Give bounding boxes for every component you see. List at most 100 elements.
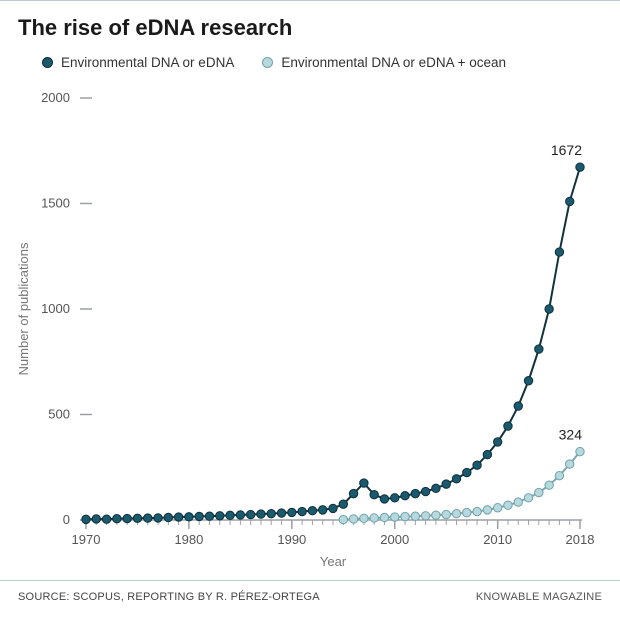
x-tick-label: 1990 [277,532,306,547]
legend-item-series2: Environmental DNA or eDNA + ocean [262,55,506,70]
legend-item-series1: Environmental DNA or eDNA [42,55,234,70]
figure-footer: SOURCE: SCOPUS, REPORTING BY R. PÉREZ-OR… [0,581,620,615]
data-point [566,197,574,205]
data-point [195,512,203,520]
data-point [267,509,275,517]
y-tick-label: 500 [48,407,70,422]
data-point [514,498,522,506]
data-point [483,450,491,458]
data-point [123,514,131,522]
x-tick-label: 2000 [380,532,409,547]
data-point [493,438,501,446]
data-point [113,515,121,523]
data-point [391,513,399,521]
data-point [380,495,388,503]
data-point [277,509,285,517]
data-point [246,510,254,518]
data-point [185,513,193,521]
data-point [421,487,429,495]
y-tick-label: 1500 [41,196,70,211]
figure-container: The rise of eDNA research Environmental … [0,0,620,615]
data-point [298,507,306,515]
x-tick-label: 1980 [174,532,203,547]
data-point [370,490,378,498]
data-point [308,507,316,515]
data-point [566,460,574,468]
data-point [442,510,450,518]
publisher-credit: KNOWABLE MAGAZINE [476,591,602,603]
data-point [144,514,152,522]
data-point [483,506,491,514]
data-point [504,422,512,430]
data-point [319,506,327,514]
data-point [545,305,553,313]
data-point [545,481,553,489]
data-point [288,508,296,516]
data-point [493,504,501,512]
x-tick-label: 2018 [566,532,595,547]
data-point [524,377,532,385]
data-point [535,345,543,353]
data-point [442,480,450,488]
data-point [452,509,460,517]
x-tick-label: 2010 [483,532,512,547]
y-tick-label: 2000 [41,90,70,105]
data-point [504,501,512,509]
data-point [463,468,471,476]
data-point [555,471,563,479]
data-point [164,513,172,521]
x-axis-label: Year [320,554,347,569]
source-credit: SOURCE: SCOPUS, REPORTING BY R. PÉREZ-OR… [18,591,320,603]
data-point [236,511,244,519]
chart-svg: 0 500 1000 1500 2000 Number of publications 19… [0,80,620,580]
data-point [411,489,419,497]
data-point [82,515,90,523]
data-point [205,512,213,520]
data-point [154,514,162,522]
y-axis-label: Number of publications [16,242,31,375]
data-point [524,494,532,502]
data-point [349,515,357,523]
data-point [432,484,440,492]
chart-area: 0 500 1000 1500 2000 Number of publications 19… [0,80,620,580]
data-point [535,488,543,496]
series-end-label-edna: 1672 [551,142,582,158]
data-point [226,511,234,519]
y-tick-label: 0 [63,512,70,527]
data-point [360,479,368,487]
chart-title: The rise of eDNA research [0,1,620,51]
data-point [370,514,378,522]
data-point [452,475,460,483]
data-point [339,515,347,523]
x-tick-label: 1970 [72,532,101,547]
y-tick-label: 1000 [41,301,70,316]
legend-label-series2: Environmental DNA or eDNA + ocean [281,55,506,70]
data-point [401,512,409,520]
data-point [576,447,584,455]
data-point [133,514,141,522]
data-point [391,494,399,502]
data-point [349,489,357,497]
data-point [401,492,409,500]
data-point [411,512,419,520]
data-point [421,512,429,520]
data-point [380,513,388,521]
data-point [174,513,182,521]
data-point [216,512,224,520]
data-point [463,508,471,516]
data-point [329,504,337,512]
data-point [514,402,522,410]
data-point [92,515,100,523]
legend: Environmental DNA or eDNA Environmental … [0,51,620,80]
legend-marker-icon [262,57,273,68]
data-point [102,515,110,523]
data-point [339,500,347,508]
series-line-edna [86,167,580,519]
legend-marker-icon [42,57,53,68]
data-point [360,514,368,522]
data-point [432,511,440,519]
data-point [473,507,481,515]
data-point [473,461,481,469]
data-point [555,248,563,256]
data-point [576,163,584,171]
